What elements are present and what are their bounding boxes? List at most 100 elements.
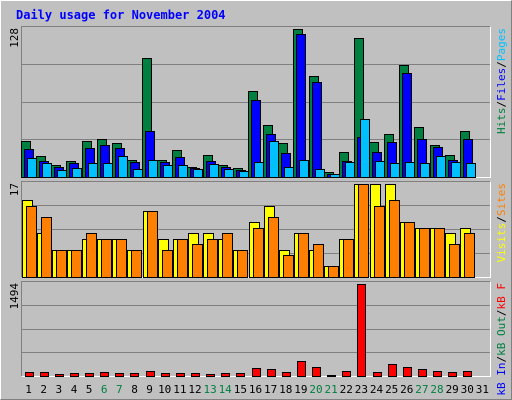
bar-sites-day-13 — [207, 239, 218, 278]
bar-pages-day-1 — [27, 158, 37, 178]
x-tick-label-day-17: 17 — [264, 383, 277, 396]
panel-2: 17 Visits/Sites — [8, 181, 508, 278]
panel-border-dark — [21, 181, 491, 278]
bar-sites-day-16 — [253, 228, 264, 278]
panel-border-dark — [21, 26, 491, 178]
panel-border-dark — [21, 281, 491, 377]
bar-sites-day-5 — [86, 233, 97, 278]
bar-sites-day-7 — [116, 239, 127, 278]
panel-background — [21, 281, 490, 376]
bar-kb-f-day-26 — [403, 367, 412, 377]
bar-sites-day-22 — [343, 239, 354, 278]
legend-part: Hits — [495, 108, 508, 135]
bar-pages-day-8 — [133, 169, 143, 178]
x-tick-label-day-30: 30 — [461, 383, 474, 396]
bar-sites-day-30 — [464, 233, 475, 278]
bar-pages-day-14 — [224, 169, 234, 178]
x-tick-label-day-31: 31 — [476, 383, 489, 396]
bar-sites-day-11 — [177, 239, 188, 278]
bar-sites-day-15 — [237, 250, 248, 278]
x-tick-label-day-26: 26 — [400, 383, 413, 396]
x-tick-label-day-25: 25 — [385, 383, 398, 396]
x-tick-label-day-28: 28 — [430, 383, 443, 396]
bar-kb-f-day-29 — [448, 372, 457, 377]
x-tick-label-day-23: 23 — [355, 383, 368, 396]
y-max-label: 17 — [8, 183, 21, 196]
bar-sites-day-20 — [313, 244, 324, 278]
bar-pages-day-28 — [436, 156, 446, 178]
bar-pages-day-26 — [405, 162, 415, 178]
bar-kb-f-day-30 — [463, 371, 472, 377]
bar-kb-f-day-1 — [25, 372, 34, 377]
bar-pages-day-16 — [254, 162, 264, 178]
legend-part: Sites — [495, 183, 508, 216]
x-tick-label-day-19: 19 — [294, 383, 307, 396]
bar-sites-day-21 — [328, 266, 339, 278]
x-tick-label-day-16: 16 — [249, 383, 262, 396]
x-tick-label-day-27: 27 — [415, 383, 428, 396]
bar-pages-day-9 — [148, 160, 158, 178]
legend-part: / — [495, 61, 508, 68]
bar-sites-day-24 — [374, 206, 385, 278]
bar-pages-day-13 — [209, 164, 219, 178]
bar-sites-day-6 — [101, 239, 112, 278]
bar-sites-day-27 — [419, 228, 430, 278]
legend-part: Visits — [495, 223, 508, 263]
bar-files-day-26 — [402, 73, 412, 178]
bar-pages-day-23 — [360, 119, 370, 178]
bar-kb-f-day-2 — [40, 372, 49, 377]
legend-part: kB F — [495, 283, 508, 310]
bar-pages-day-29 — [451, 162, 461, 178]
bar-pages-day-3 — [57, 170, 67, 178]
bar-kb-f-day-13 — [206, 374, 215, 377]
bar-kb-f-day-7 — [115, 373, 124, 377]
legend-part: / — [495, 101, 508, 108]
x-tick-label-day-12: 12 — [188, 383, 201, 396]
bar-sites-day-19 — [298, 233, 309, 278]
x-tick-label-day-20: 20 — [309, 383, 322, 396]
bar-kb-f-day-23 — [357, 284, 366, 377]
bar-kb-f-day-18 — [282, 372, 291, 377]
bar-kb-f-day-19 — [297, 361, 306, 377]
bar-sites-day-17 — [268, 217, 279, 278]
legend-part: kB In — [495, 363, 508, 396]
x-tick-label-day-5: 5 — [86, 383, 93, 396]
legend-label: kB In/kB Out/kB F — [495, 283, 508, 396]
bar-pages-day-27 — [420, 163, 430, 178]
bar-kb-f-day-20 — [312, 367, 321, 377]
bar-kb-f-day-16 — [252, 368, 261, 377]
bar-pages-day-12 — [193, 169, 203, 178]
bar-pages-day-21 — [330, 174, 340, 178]
bar-pages-day-30 — [466, 163, 476, 178]
legend-part: Pages — [495, 28, 508, 61]
legend-part: / — [495, 310, 508, 317]
bar-sites-day-10 — [162, 250, 173, 278]
bar-pages-day-10 — [163, 165, 173, 178]
bar-kb-f-day-24 — [373, 372, 382, 377]
bar-files-day-20 — [312, 82, 322, 178]
bar-kb-f-day-15 — [236, 373, 245, 377]
bar-sites-day-26 — [404, 222, 415, 278]
x-tick-label-day-29: 29 — [446, 383, 459, 396]
bar-kb-f-day-4 — [70, 373, 79, 377]
bar-sites-day-3 — [56, 250, 67, 278]
bar-sites-day-23 — [358, 184, 369, 278]
bar-pages-day-5 — [88, 163, 98, 178]
bar-sites-day-4 — [71, 250, 82, 278]
bar-kb-f-day-21 — [327, 375, 336, 377]
x-tick-label-day-14: 14 — [219, 383, 233, 396]
x-tick-label-day-18: 18 — [279, 383, 292, 396]
bar-pages-day-22 — [345, 162, 355, 178]
bar-files-day-19 — [296, 34, 306, 178]
bar-pages-day-7 — [118, 156, 128, 178]
bar-kb-f-day-28 — [433, 371, 442, 377]
bar-pages-day-25 — [390, 163, 400, 178]
bar-kb-f-day-25 — [388, 364, 397, 377]
bar-sites-day-8 — [131, 250, 142, 278]
y-max-label: 128 — [8, 28, 21, 48]
x-tick-label-day-13: 13 — [203, 383, 216, 396]
bar-kb-f-day-17 — [267, 369, 276, 377]
